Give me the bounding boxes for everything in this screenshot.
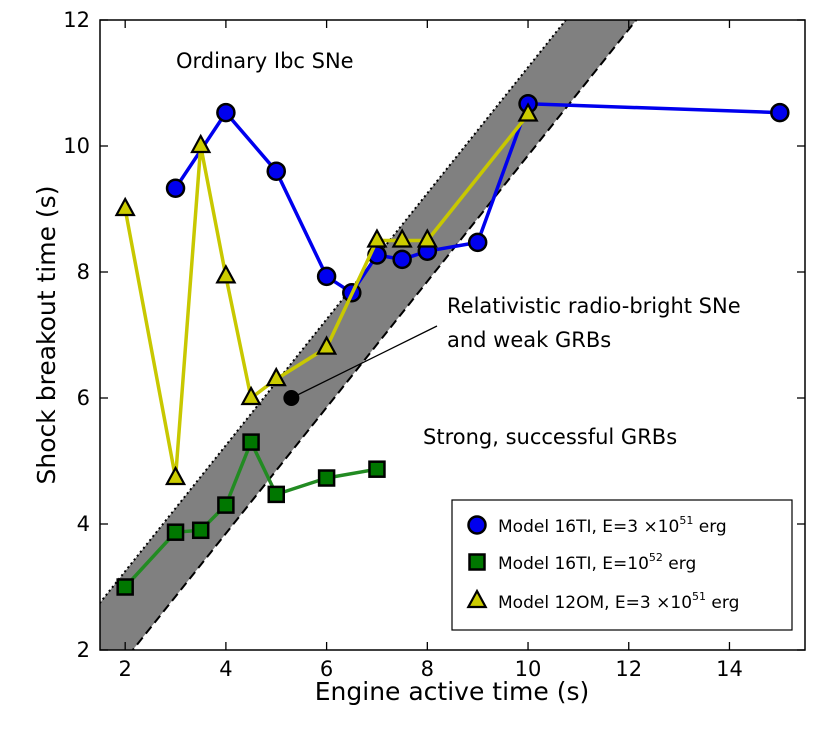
series-2-triangle-point — [215, 264, 237, 284]
series-1-square-point — [116, 578, 134, 596]
x-tick-label: 10 — [515, 657, 542, 681]
series-2-triangle-point — [416, 228, 438, 248]
x-tick-label: 8 — [421, 657, 434, 681]
x-tick-label: 4 — [219, 657, 232, 681]
x-axis-title: Engine active time (s) — [315, 677, 590, 706]
series-2-triangle-point — [517, 102, 539, 122]
series-2-triangle-point — [114, 196, 136, 217]
series-1-square-point — [217, 496, 235, 514]
series-0-circle-point — [392, 249, 412, 270]
series-1-square-point — [166, 523, 185, 541]
legend-circle-marker — [467, 515, 487, 535]
series-2-triangle-point — [265, 366, 287, 387]
x-tick-label: 6 — [320, 657, 333, 681]
legend: Model 16TI, E=3 ×1051 erg Model 16TI, E=… — [451, 499, 793, 631]
series-1 — [116, 433, 386, 596]
y-tick-label: 2 — [77, 638, 90, 662]
band-lower-line — [131, 20, 638, 650]
x-tick-label: 2 — [118, 657, 131, 681]
legend-label-0: Model 16TI, E=3 ×1051 erg — [498, 514, 727, 537]
annotation-pointer-line — [291, 325, 438, 399]
annotation-layer — [283, 325, 438, 406]
series-2 — [114, 102, 539, 486]
y-tick-label: 8 — [77, 260, 90, 284]
plot-frame — [99, 19, 806, 651]
series-0-circle-point — [316, 266, 337, 287]
x-tick-label: 14 — [716, 657, 743, 681]
annotation-strong-grbs: Strong, successful GRBs — [423, 425, 677, 449]
legend-label-1: Model 16TI, E=1052 erg — [498, 551, 696, 574]
series-0-circle-point — [467, 232, 488, 253]
series-0-circle-point — [165, 178, 186, 198]
legend-square-marker — [468, 553, 486, 571]
legend-box — [451, 499, 793, 631]
series-0-circle-point — [266, 161, 286, 181]
legend-triangle-marker — [466, 588, 488, 609]
series-1-square-point — [242, 433, 260, 451]
series-1-square-point — [317, 469, 336, 487]
series-2-triangle-point — [366, 228, 388, 248]
y-axis-title: Shock breakout time (s) — [32, 186, 61, 485]
series-0 — [165, 94, 790, 303]
legend-label-2: Model 12OM, E=3 ×1051 erg — [498, 590, 739, 613]
series-1-square-point — [191, 521, 210, 540]
annotation-ordinary-ibc: Ordinary Ibc SNe — [176, 49, 354, 73]
special-point — [283, 390, 300, 406]
tick-layer: 2 4 6 8 10 12 14 2 4 6 8 10 12 — [63, 8, 805, 681]
series-1-square-point — [267, 485, 285, 504]
series-layer — [114, 94, 790, 596]
band-upper-line — [100, 20, 568, 605]
annotation-relativistic-line1: Relativistic radio-bright SNe — [447, 294, 741, 318]
series-2-triangle-point — [190, 133, 212, 154]
y-tick-label: 4 — [77, 512, 90, 536]
y-tick-label: 12 — [63, 8, 90, 32]
series-2-triangle-point — [164, 465, 187, 486]
series-2-triangle-point — [316, 335, 338, 355]
series-2-triangle-point — [240, 385, 262, 406]
series-0-circle-point — [216, 102, 236, 123]
x-tick-label: 12 — [615, 657, 642, 681]
legend-markers — [466, 515, 488, 609]
y-tick-label: 10 — [63, 134, 90, 158]
annotation-relativistic-line2: and weak GRBs — [447, 328, 611, 352]
series-1-square-point — [368, 460, 386, 478]
series-2-triangle-point — [391, 228, 413, 248]
series-0-circle-point — [770, 102, 790, 123]
y-tick-label: 6 — [77, 386, 90, 410]
